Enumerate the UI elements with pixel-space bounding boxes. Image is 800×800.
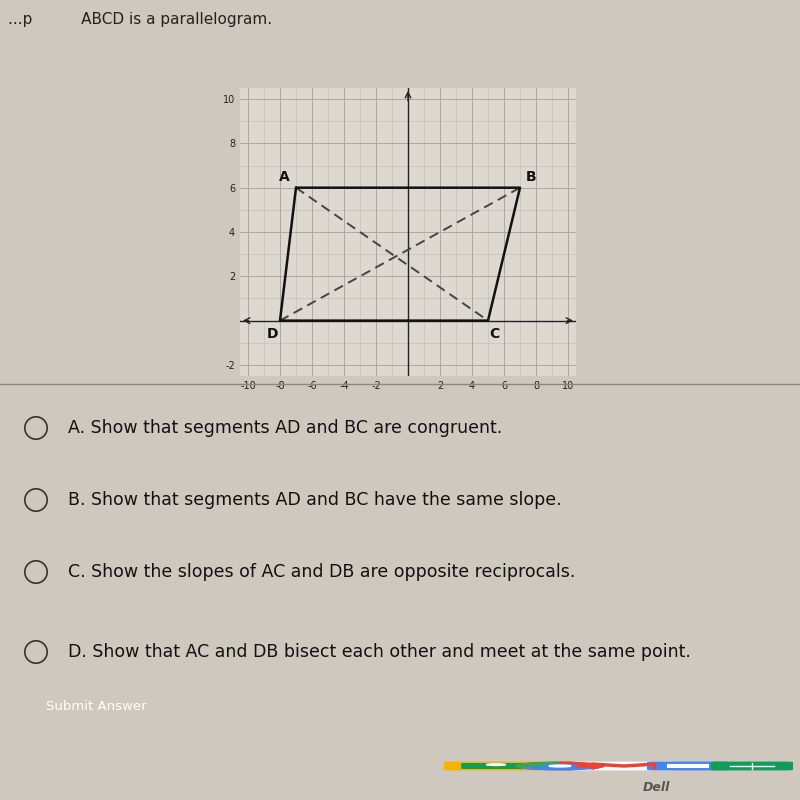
Wedge shape	[522, 766, 598, 770]
FancyBboxPatch shape	[572, 762, 676, 770]
Text: A: A	[279, 170, 290, 184]
Circle shape	[516, 762, 604, 770]
Circle shape	[486, 764, 506, 766]
Text: A. Show that segments AD and BC are congruent.: A. Show that segments AD and BC are cong…	[68, 419, 502, 437]
Text: B: B	[526, 170, 537, 184]
Wedge shape	[516, 762, 560, 768]
Text: C. Show the slopes of AC and DB are opposite reciprocals.: C. Show the slopes of AC and DB are oppo…	[68, 563, 575, 581]
Text: B. Show that segments AD and BC have the same slope.: B. Show that segments AD and BC have the…	[68, 491, 562, 509]
Text: Submit Answer: Submit Answer	[46, 700, 146, 713]
Text: ...p          ABCD is a parallelogram.: ...p ABCD is a parallelogram.	[8, 12, 272, 27]
Circle shape	[549, 765, 571, 767]
FancyBboxPatch shape	[461, 763, 531, 769]
Text: D. Show that AC and DB bisect each other and meet at the same point.: D. Show that AC and DB bisect each other…	[68, 643, 691, 661]
Text: D: D	[266, 327, 278, 341]
Circle shape	[543, 765, 577, 767]
FancyBboxPatch shape	[647, 762, 729, 770]
Text: C: C	[490, 327, 499, 341]
Wedge shape	[560, 762, 604, 768]
FancyBboxPatch shape	[444, 762, 548, 770]
FancyBboxPatch shape	[711, 762, 793, 770]
Text: Dell: Dell	[642, 782, 670, 794]
